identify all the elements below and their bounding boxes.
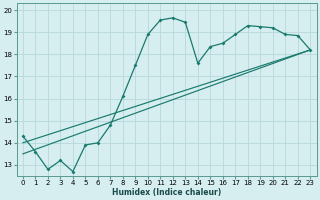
X-axis label: Humidex (Indice chaleur): Humidex (Indice chaleur) — [112, 188, 221, 197]
